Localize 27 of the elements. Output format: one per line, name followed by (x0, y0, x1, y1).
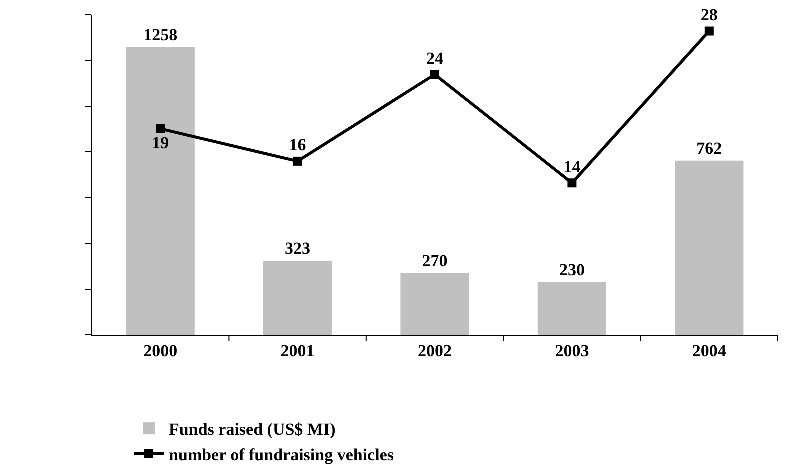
data-label: 28 (700, 5, 718, 24)
data-label: 1258 (144, 25, 178, 44)
data-label: 230 (559, 260, 585, 280)
x-tick-label: 2003 (555, 341, 590, 360)
x-tick-label: 2000 (144, 341, 178, 360)
point (156, 124, 166, 134)
point (293, 156, 302, 166)
bar (126, 47, 195, 335)
bar (264, 261, 332, 335)
data-label: 762 (696, 138, 722, 158)
bar (538, 282, 606, 335)
x-tick-label: 2002 (418, 341, 452, 360)
data-label: 24 (426, 48, 444, 68)
point (568, 178, 577, 188)
x-tick-label: 2004 (692, 341, 727, 360)
data-label: 323 (285, 239, 311, 258)
legend-label: number of fundraising vehicles (169, 445, 394, 464)
point (430, 70, 440, 80)
data-label: 16 (289, 136, 306, 155)
data-label: 14 (564, 157, 582, 176)
data-label: 19 (152, 133, 170, 152)
legend-label: Funds raised (US$ MI) (169, 420, 336, 440)
bar (675, 160, 744, 335)
bar (400, 273, 470, 335)
point (704, 26, 714, 36)
data-label: 270 (422, 251, 448, 270)
x-tick-label: 2001 (280, 341, 315, 360)
